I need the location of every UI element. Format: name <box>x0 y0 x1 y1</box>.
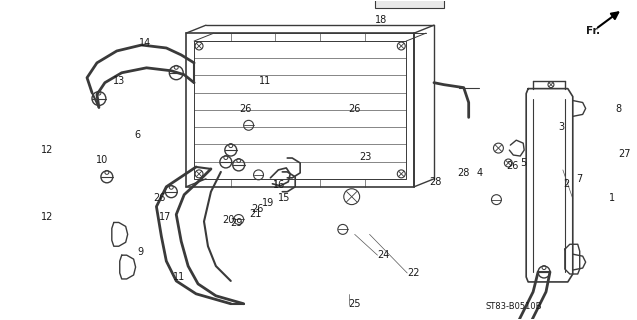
Text: 14: 14 <box>138 38 151 48</box>
Text: 21: 21 <box>249 209 261 219</box>
Text: 26: 26 <box>251 204 263 214</box>
Bar <box>375 0 444 8</box>
Bar <box>186 33 414 187</box>
Text: 26: 26 <box>153 193 166 203</box>
Text: 16: 16 <box>273 180 285 190</box>
Text: 26: 26 <box>240 104 252 114</box>
Text: 12: 12 <box>41 146 53 156</box>
Text: 9: 9 <box>137 247 143 257</box>
Text: 23: 23 <box>359 152 372 162</box>
Text: 22: 22 <box>407 268 419 278</box>
Text: 11: 11 <box>173 272 185 282</box>
Text: ST83-B0510B: ST83-B0510B <box>485 302 542 311</box>
Text: 15: 15 <box>278 193 290 203</box>
Text: 1: 1 <box>609 193 615 203</box>
Text: 3: 3 <box>559 122 564 132</box>
Text: 28: 28 <box>429 177 441 187</box>
Text: 19: 19 <box>262 198 274 208</box>
Text: 10: 10 <box>96 155 108 165</box>
Text: 11: 11 <box>259 76 271 86</box>
Text: 6: 6 <box>134 130 140 140</box>
Text: 13: 13 <box>113 76 125 86</box>
Text: 8: 8 <box>615 104 622 114</box>
Text: 4: 4 <box>476 168 482 178</box>
Text: Fr.: Fr. <box>585 26 600 36</box>
Text: 2: 2 <box>564 179 569 189</box>
Text: 5: 5 <box>520 158 527 168</box>
Text: 29: 29 <box>230 219 243 228</box>
Text: 25: 25 <box>348 299 361 309</box>
Text: 20: 20 <box>222 215 235 225</box>
Text: 26: 26 <box>506 161 519 171</box>
Text: 17: 17 <box>159 212 172 222</box>
Text: 7: 7 <box>576 174 582 184</box>
Text: 12: 12 <box>41 212 53 222</box>
Text: 27: 27 <box>619 149 631 159</box>
Text: 26: 26 <box>348 104 361 114</box>
Text: 28: 28 <box>457 168 470 178</box>
Bar <box>194 41 406 179</box>
Text: 24: 24 <box>377 250 390 260</box>
Text: 18: 18 <box>375 15 387 25</box>
